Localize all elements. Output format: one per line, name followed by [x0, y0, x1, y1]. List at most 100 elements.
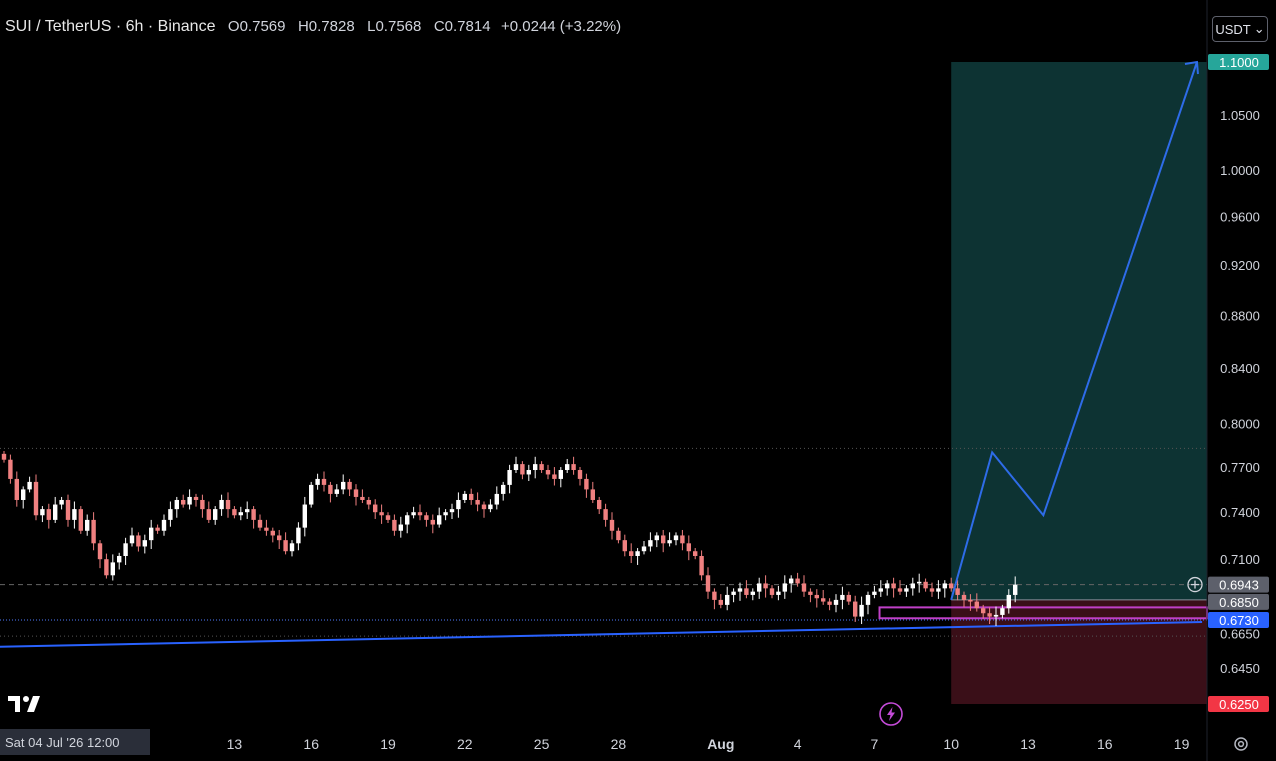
y-axis-label: 0.9200 [1220, 258, 1260, 273]
candle-body [673, 535, 679, 541]
candle-body [833, 599, 839, 605]
candle-body [1000, 608, 1005, 615]
candle-body [987, 613, 992, 617]
candle-body [469, 493, 474, 500]
candle-body [392, 519, 397, 531]
x-axis-label: 19 [380, 736, 396, 752]
candle-body [955, 588, 960, 595]
add-alert-plus-icon[interactable] [1187, 576, 1203, 593]
lightning-icon[interactable] [878, 701, 904, 727]
candle-body [597, 499, 602, 510]
candle-body [520, 464, 525, 475]
candle-body [725, 594, 730, 605]
candle-body [526, 470, 531, 475]
candle-body [334, 489, 339, 494]
candle-body [558, 470, 563, 479]
y-axis-label: 0.7400 [1220, 505, 1260, 520]
candle-body [654, 535, 659, 541]
crosshair-date-badge: Sat 04 Jul '26 12:00 [0, 729, 150, 755]
price-badge [1208, 611, 1269, 628]
candle-body [565, 464, 570, 471]
candle-body [21, 489, 26, 500]
x-axis-label: 16 [1097, 736, 1113, 752]
candle-body [405, 515, 410, 525]
tradingview-logo-icon [8, 696, 40, 712]
candle-body [507, 470, 512, 485]
candle-body [661, 535, 666, 544]
projection-arrowhead [1184, 60, 1199, 75]
candle-body [437, 515, 442, 525]
candle-body [321, 478, 327, 485]
candle-body [104, 559, 109, 576]
candle-body [347, 481, 352, 490]
candle-body [872, 591, 877, 595]
candle-body [1013, 584, 1018, 595]
candle-body [117, 555, 122, 563]
candle-body [712, 591, 717, 600]
currency-dropdown-button[interactable]: USDT ⌄ [1212, 16, 1268, 42]
x-axis-label: 28 [611, 736, 627, 752]
y-axis-label: 1.0000 [1220, 163, 1260, 178]
symbol-header: SUI / TetherUS · 6h · Binance O0.7569 H0… [5, 18, 621, 36]
ohlc-open: O0.7569 [227, 18, 286, 35]
ohlc-low: L0.7568 [367, 18, 422, 35]
candle-body [616, 530, 621, 541]
candle-body [718, 599, 723, 605]
candle-body [635, 551, 640, 556]
candle-body [769, 588, 775, 595]
candle-body [763, 583, 768, 589]
candle-body [40, 509, 45, 516]
candle-body [129, 535, 135, 544]
ohlc-close: C0.7814 [433, 18, 491, 35]
y-axis-label: 0.6650 [1220, 627, 1260, 642]
y-axis-label: 1.0500 [1220, 108, 1260, 123]
candle-body [885, 583, 890, 589]
candle-body [789, 578, 794, 584]
projection-path[interactable] [950, 61, 1198, 601]
y-axis-label: 0.8400 [1220, 361, 1260, 376]
candle-body [494, 493, 499, 505]
candle-body [936, 588, 941, 592]
candle-body [539, 464, 544, 471]
candle-body [181, 499, 186, 505]
candle-body [840, 594, 845, 600]
candle-body [360, 496, 365, 500]
candle-body [846, 594, 851, 602]
candle-body [917, 581, 922, 584]
candle-body [590, 489, 595, 500]
x-axis-label: 7 [871, 736, 879, 752]
candle-body [782, 583, 787, 592]
price-badge [1208, 54, 1269, 70]
candle-body [545, 470, 551, 475]
ohlc-high: H0.7828 [297, 18, 355, 35]
candle-body [641, 546, 647, 552]
candle-body [629, 551, 634, 556]
candle-body [757, 583, 762, 592]
candle-body [91, 519, 96, 544]
y-axis-label: 0.8000 [1220, 417, 1260, 432]
candle-body [270, 530, 275, 536]
ohlc-change: +0.0244 (+3.22%) [501, 18, 622, 35]
candle-body [315, 478, 320, 485]
candle-body [577, 470, 583, 479]
candle-body [373, 504, 378, 513]
settings-gear-icon[interactable] [1232, 735, 1250, 753]
candle-body [174, 499, 179, 510]
y-axis-label: 0.9600 [1220, 210, 1260, 225]
candle-body [213, 509, 218, 520]
candle-body [750, 591, 755, 595]
candle-body [309, 484, 314, 505]
candle-body [277, 535, 282, 541]
candle-body [827, 601, 832, 605]
candle-body [449, 509, 455, 513]
price-badge-label: 1.1000 [1219, 55, 1259, 70]
candle-body [488, 504, 493, 510]
candle-body [232, 509, 237, 516]
candle-body [897, 588, 903, 592]
x-axis-label: 13 [227, 736, 243, 752]
candle-body [795, 578, 800, 584]
candle-body [200, 499, 205, 510]
x-axis-label: 13 [1020, 736, 1036, 752]
ascending-trendline[interactable] [0, 620, 1203, 648]
